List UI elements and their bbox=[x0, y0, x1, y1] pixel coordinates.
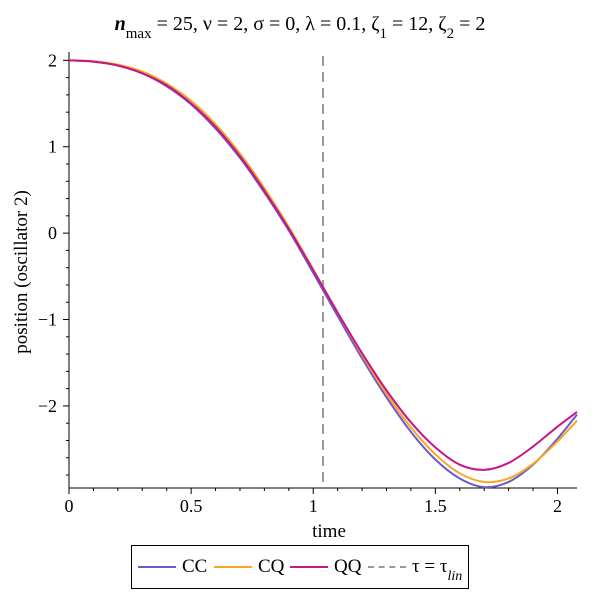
title-part-2: = 12, ζ bbox=[387, 13, 447, 35]
legend-swatch-tau bbox=[368, 566, 406, 568]
title-z1-sub: 1 bbox=[380, 26, 388, 42]
series-line-qq bbox=[68, 59, 578, 471]
legend-tau-sub: lin bbox=[447, 569, 463, 584]
title-n-sub: max bbox=[126, 26, 152, 42]
title-z2-sub: 2 bbox=[447, 26, 455, 42]
legend-swatch-cq bbox=[214, 566, 252, 568]
y-tick-label: 0 bbox=[48, 223, 57, 243]
x-tick-label: 2 bbox=[553, 496, 562, 516]
x-tick-label: 0.5 bbox=[180, 496, 203, 516]
legend-item-qq: QQ bbox=[290, 546, 361, 588]
legend-label-cc: CC bbox=[182, 556, 208, 577]
legend-item-cc: CC bbox=[138, 546, 207, 588]
plot-area: 0 0.5 1 1.5 2 2 1 0 −1 −2 bbox=[38, 50, 578, 516]
legend-label-cq: CQ bbox=[258, 556, 285, 577]
title-part-1: = 25, ν = 2, σ = 0, λ = 0.1, ζ bbox=[152, 13, 380, 35]
y-tick-label: 1 bbox=[48, 137, 57, 157]
legend-swatch-cc bbox=[138, 566, 176, 568]
x-tick-label: 0 bbox=[65, 496, 74, 516]
title-n: n bbox=[115, 13, 126, 35]
legend-item-cq: CQ bbox=[214, 546, 284, 588]
chart-title: nmax = 25, ν = 2, σ = 0, λ = 0.1, ζ1 = 1… bbox=[115, 13, 486, 42]
y-tick-label: −1 bbox=[38, 310, 57, 330]
x-tick-label: 1.5 bbox=[424, 496, 447, 516]
y-tick-label: 2 bbox=[48, 50, 57, 70]
legend-tau-text: τ = τ bbox=[412, 556, 448, 577]
y-tick-label: −2 bbox=[38, 396, 57, 416]
x-axis-label: time bbox=[312, 521, 346, 542]
legend: CC CQ QQ τ = τlin bbox=[131, 545, 469, 589]
legend-label-qq: QQ bbox=[334, 556, 362, 577]
legend-item-tau: τ = τlin bbox=[368, 546, 462, 588]
x-tick-label: 1 bbox=[309, 496, 318, 516]
title-part-3: = 2 bbox=[454, 13, 485, 35]
legend-label-tau: τ = τlin bbox=[412, 556, 462, 584]
y-axis-label: position (oscillator 2) bbox=[11, 190, 32, 354]
legend-swatch-qq bbox=[290, 566, 328, 568]
